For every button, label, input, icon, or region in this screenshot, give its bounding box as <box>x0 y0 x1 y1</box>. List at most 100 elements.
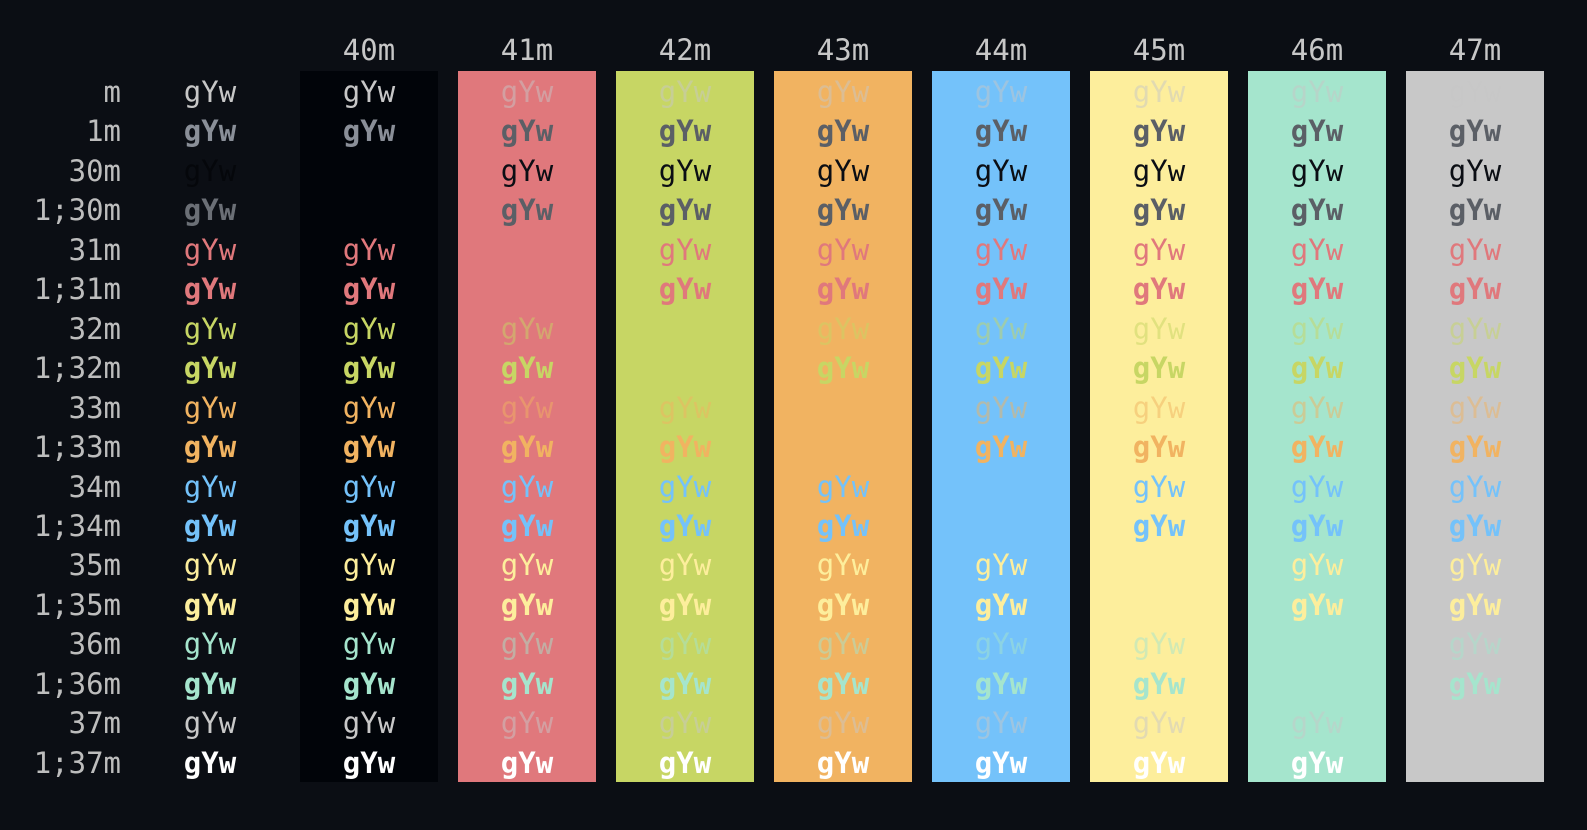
row-label: 1;32m <box>33 351 121 386</box>
sample-cell: gYw <box>500 548 554 583</box>
sample-cell: gYw <box>1448 587 1502 622</box>
column-42m: 42m gYw gYw gYw gYw gYw gYw gYw gYw gYw gYw gYw gYw g… <box>616 0 754 830</box>
sample-cell: gYw <box>974 114 1028 149</box>
sample-cell: gYw <box>974 351 1028 386</box>
column-header: 42m <box>658 33 712 67</box>
sample-cell: gYw <box>1448 75 1502 109</box>
sample-cell: gYw <box>1448 153 1502 188</box>
sample-cell: gYw <box>1290 351 1344 386</box>
sample-cell: gYw <box>974 193 1028 228</box>
sample-cell: gYw <box>658 548 712 583</box>
sample-cell: gYw <box>1290 272 1344 307</box>
sample-cell: gYw <box>658 627 712 662</box>
column-45m: 45m gYw gYw gYw gYw gYw gYw gYw gYw gYw gYw gYw gYw g… <box>1090 0 1228 830</box>
sample-cell: gYw <box>500 351 554 386</box>
sample-cell: gYw <box>1448 351 1502 386</box>
sample-cell: gYw <box>1132 153 1186 188</box>
sample-cell: gYw <box>974 272 1028 307</box>
column-header: 41m <box>500 33 554 67</box>
row-label: 34m <box>68 469 121 504</box>
sample-cell: gYw <box>342 390 396 425</box>
sample-cell: gYw <box>1448 548 1502 583</box>
sample-cell: gYw <box>1448 430 1502 465</box>
sample-cell: gYw <box>974 666 1028 701</box>
column-header: 45m <box>1132 33 1186 67</box>
sample-cell: gYw <box>658 390 712 425</box>
sample-cell: gYw <box>816 469 870 504</box>
sample-cell: gYw <box>342 627 396 662</box>
sample-cell: gYw <box>658 272 712 307</box>
sample-cell: gYw <box>183 232 237 267</box>
column-background <box>1090 71 1228 782</box>
sample-cell: gYw <box>1448 627 1502 662</box>
sample-cell: gYw <box>1290 390 1344 425</box>
sample-cell: gYw <box>1448 469 1502 504</box>
column-background <box>932 71 1070 782</box>
sample-cell: gYw <box>183 430 237 465</box>
sample-cell: gYw <box>974 745 1028 780</box>
sample-cell: gYw <box>183 153 237 188</box>
row-label: 33m <box>68 390 121 425</box>
sample-cell: gYw <box>1290 430 1344 465</box>
row-label: 1;36m <box>33 666 121 701</box>
sample-cell: gYw <box>500 469 554 504</box>
sample-cell: gYw <box>342 430 396 465</box>
sample-cell: gYw <box>658 430 712 465</box>
sample-cell: gYw <box>342 508 396 543</box>
sample-cell: gYw <box>816 311 870 346</box>
sample-cell: gYw <box>974 430 1028 465</box>
sample-cell: gYw <box>1448 311 1502 346</box>
sample-cell: gYw <box>658 153 712 188</box>
sample-cell: gYw <box>816 153 870 188</box>
sample-cell: gYw <box>342 666 396 701</box>
sample-cell: gYw <box>658 508 712 543</box>
sample-cell: gYw <box>658 75 712 109</box>
row-label: 1m <box>86 114 121 149</box>
sample-cell: gYw <box>500 745 554 780</box>
sample-cell: gYw <box>500 75 554 109</box>
sample-cell: gYw <box>342 232 396 267</box>
sample-cell: gYw <box>500 311 554 346</box>
sample-cell: gYw <box>816 706 870 741</box>
sample-cell: gYw <box>1132 351 1186 386</box>
sample-cell: gYw <box>500 193 554 228</box>
column-header: 46m <box>1290 33 1344 67</box>
sample-cell: gYw <box>500 508 554 543</box>
sample-cell: gYw <box>974 627 1028 662</box>
sample-cell: gYw <box>342 469 396 504</box>
row-label: 35m <box>68 548 121 583</box>
column-header: 43m <box>816 33 870 67</box>
sample-cell: gYw <box>974 706 1028 741</box>
sample-cell: gYw <box>658 232 712 267</box>
row-label: 1;37m <box>33 745 121 780</box>
sample-cell: gYw <box>1132 311 1186 346</box>
row-label: 37m <box>68 706 121 741</box>
column-40m: 40m gYw gYw gYw gYw gYw gYw gYw gYw gYw gYw gYw gYw g… <box>300 0 438 830</box>
sample-cell: gYw <box>816 351 870 386</box>
row-label: m <box>103 75 121 109</box>
column-header <box>141 30 279 70</box>
sample-cell: gYw <box>500 587 554 622</box>
sample-cell: gYw <box>1132 666 1186 701</box>
sample-cell: gYw <box>658 587 712 622</box>
sample-cell: gYw <box>183 587 237 622</box>
column-header: 47m <box>1448 33 1502 67</box>
sample-cell: gYw <box>1290 548 1344 583</box>
sample-cell: gYw <box>500 430 554 465</box>
sample-cell: gYw <box>658 469 712 504</box>
sample-cell: gYw <box>974 153 1028 188</box>
sample-cell: gYw <box>1132 272 1186 307</box>
sample-cell: gYw <box>816 627 870 662</box>
sample-cell: gYw <box>183 706 237 741</box>
sample-cell: gYw <box>183 745 237 780</box>
sample-cell: gYw <box>658 114 712 149</box>
sample-cell: gYw <box>1290 587 1344 622</box>
sample-cell: gYw <box>974 390 1028 425</box>
sample-cell: gYw <box>658 745 712 780</box>
column-background <box>1406 71 1544 782</box>
sample-cell: gYw <box>1290 232 1344 267</box>
sample-cell: gYw <box>183 548 237 583</box>
column-background <box>774 71 912 782</box>
sample-cell: gYw <box>658 193 712 228</box>
row-label: 1;30m <box>33 193 121 228</box>
